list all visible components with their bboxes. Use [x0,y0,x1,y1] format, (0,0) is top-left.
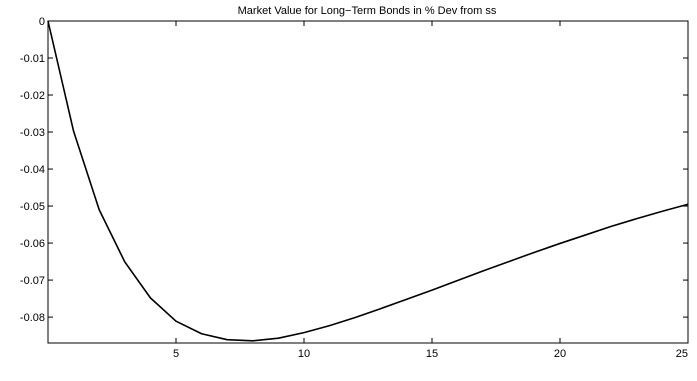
plot-area-frame [47,20,689,344]
axis-ticks: 5 10 15 20 25 0 -0.01 -0.02 -0.03 -0.04 -0.05 -0.06… [20,16,689,360]
y-tick-label: 0 [39,16,45,28]
y-tick-label: -0.06 [20,238,45,250]
series-layer [47,20,689,342]
chart-title: Market Value for Long−Term Bonds in % De… [238,5,497,17]
x-tick-label: 15 [426,348,438,360]
x-tick-label: 10 [298,348,310,360]
x-tick-label: 25 [676,348,688,360]
x-tick-label: 5 [173,348,179,360]
y-tick-label: -0.07 [20,275,45,287]
series-line [47,20,689,342]
y-tick-label: -0.08 [20,312,45,324]
y-tick-label: -0.05 [20,201,45,213]
y-tick-label: -0.01 [20,53,45,65]
y-tick-label: -0.03 [20,127,45,139]
y-tick-label: -0.02 [20,90,45,102]
y-tick-label: -0.04 [20,164,45,176]
x-tick-label: 20 [554,348,566,360]
